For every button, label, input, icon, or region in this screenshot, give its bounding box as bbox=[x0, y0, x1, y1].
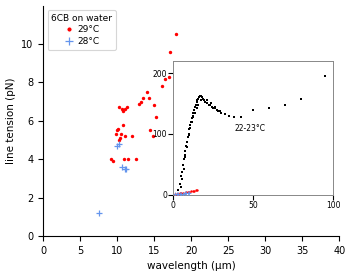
Point bbox=[122, 167, 127, 171]
Point bbox=[125, 157, 131, 161]
Point bbox=[144, 90, 150, 94]
Point bbox=[154, 115, 159, 119]
Point bbox=[151, 103, 157, 108]
Point bbox=[137, 101, 142, 106]
Point bbox=[150, 134, 155, 138]
Point bbox=[120, 109, 126, 114]
Point bbox=[159, 84, 164, 88]
Point bbox=[121, 157, 127, 161]
Point bbox=[123, 167, 129, 171]
Point bbox=[133, 157, 138, 161]
Point bbox=[138, 99, 144, 104]
Point bbox=[117, 105, 122, 110]
Point bbox=[119, 107, 124, 112]
Point bbox=[110, 159, 115, 163]
Point bbox=[115, 126, 121, 131]
Point bbox=[146, 96, 152, 100]
Point bbox=[237, 71, 242, 75]
Point bbox=[108, 157, 114, 161]
Point bbox=[96, 211, 101, 215]
Point bbox=[114, 128, 120, 133]
Point bbox=[120, 122, 126, 127]
Point bbox=[163, 76, 168, 81]
Point bbox=[117, 136, 123, 140]
Point bbox=[122, 107, 128, 112]
Point bbox=[113, 132, 119, 137]
Point bbox=[117, 142, 122, 146]
Point bbox=[196, 80, 201, 85]
Point bbox=[119, 165, 124, 169]
Point bbox=[207, 71, 212, 75]
Point bbox=[114, 144, 120, 148]
Point bbox=[185, 71, 190, 75]
Point bbox=[174, 32, 179, 37]
Point bbox=[140, 96, 146, 100]
Point bbox=[118, 132, 124, 137]
Point bbox=[116, 138, 121, 142]
Y-axis label: line tension (pN): line tension (pN) bbox=[6, 78, 15, 164]
Point bbox=[166, 75, 172, 79]
Point bbox=[122, 134, 127, 138]
Point bbox=[129, 134, 135, 138]
Point bbox=[124, 105, 130, 110]
Legend: 29°C, 28°C: 29°C, 28°C bbox=[48, 10, 116, 50]
X-axis label: wavelength (μm): wavelength (μm) bbox=[147, 261, 236, 271]
Point bbox=[148, 128, 153, 133]
Point bbox=[168, 50, 173, 54]
